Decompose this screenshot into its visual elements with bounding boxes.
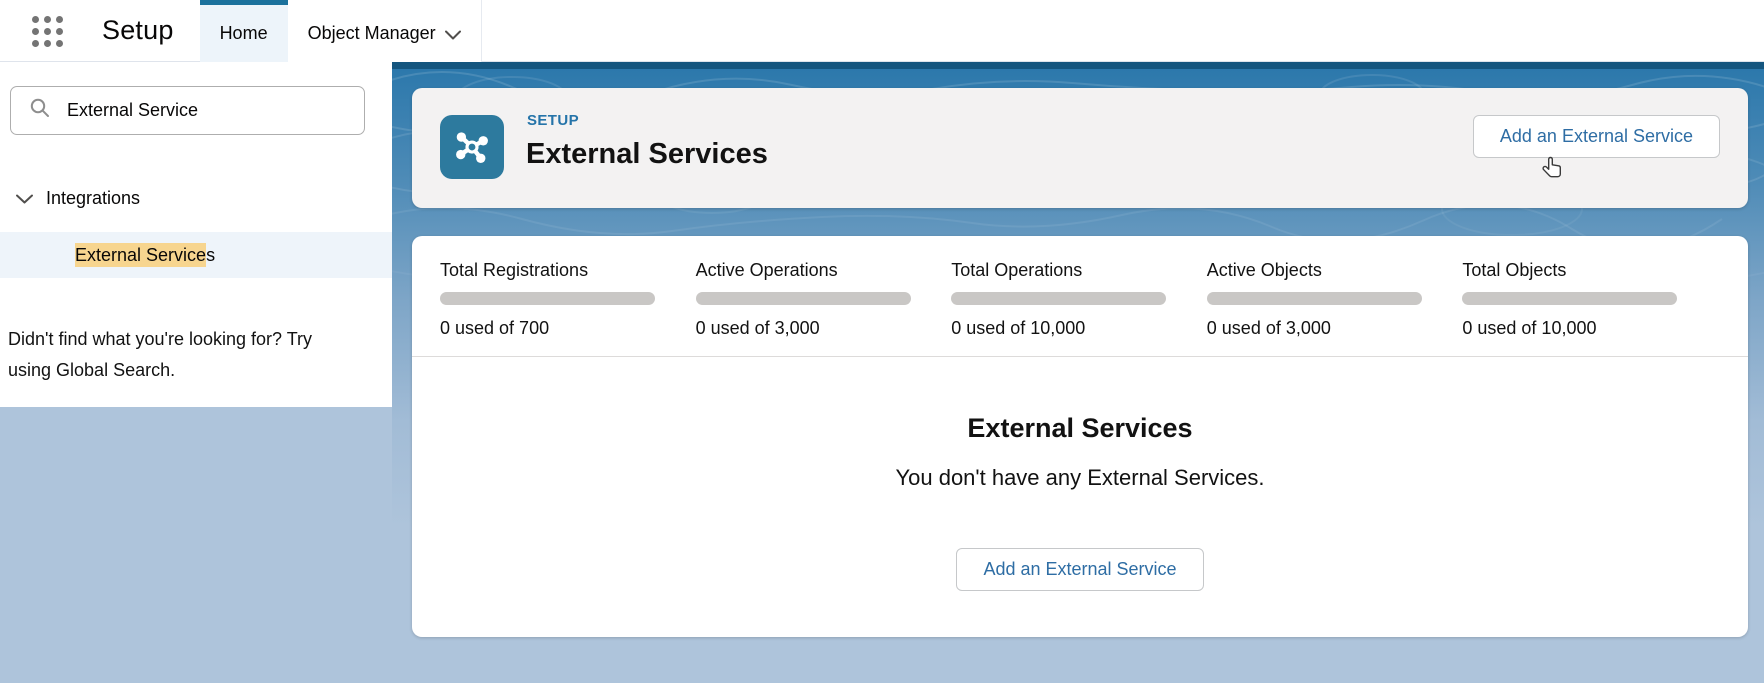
tab-separator <box>480 0 482 62</box>
stat-status: 0 used of 3,000 <box>1206 318 1331 338</box>
tab-object-manager-label: Object Manager <box>307 23 436 43</box>
external-services-icon <box>440 115 504 179</box>
sidebar-item-external-services[interactable]: External Services <box>0 232 392 278</box>
add-external-service-button[interactable]: Add an External Service <box>1472 115 1720 158</box>
sidebar-group-integrations[interactable]: Integrations <box>16 188 140 209</box>
setup-top-nav: Setup Home Object Manager <box>0 0 1764 62</box>
search-icon <box>29 97 51 124</box>
stat-active-objects: Active Objects 0 used of 3,000 <box>1206 260 1463 356</box>
tab-home[interactable]: Home <box>199 0 288 62</box>
chevron-down-icon <box>16 188 33 209</box>
progress-bar <box>440 292 655 305</box>
stat-label: Active Objects <box>1206 260 1322 280</box>
stat-status: 0 used of 10,000 <box>1462 318 1597 338</box>
sidebar-item-label: External Services <box>75 242 216 267</box>
nav-tabs: Home Object Manager <box>199 0 482 62</box>
progress-bar <box>1206 292 1422 305</box>
empty-state: External Services You don't have any Ext… <box>412 413 1748 591</box>
stat-label: Total Operations <box>951 260 1083 280</box>
empty-state-title: External Services <box>967 413 1193 443</box>
tab-object-manager[interactable]: Object Manager <box>287 0 481 62</box>
stat-label: Total Objects <box>1462 260 1567 280</box>
chevron-down-icon <box>444 24 461 45</box>
stat-total-operations: Total Operations 0 used of 10,000 <box>951 260 1207 356</box>
main-content-region: SETUP External Services Add an External … <box>392 62 1764 683</box>
usage-stats-row: Total Registrations 0 used of 700 Active… <box>412 236 1748 357</box>
stat-status: 0 used of 3,000 <box>695 318 820 338</box>
stat-total-objects: Total Objects 0 used of 10,000 <box>1462 260 1718 356</box>
stat-active-operations: Active Operations 0 used of 3,000 <box>695 260 952 356</box>
external-services-card: Total Registrations 0 used of 700 Active… <box>412 236 1748 637</box>
progress-bar <box>695 292 911 305</box>
add-external-service-button-empty[interactable]: Add an External Service <box>956 548 1204 591</box>
quick-find-box <box>10 86 365 135</box>
app-title: Setup <box>102 15 174 45</box>
page-header-card: SETUP External Services Add an External … <box>412 88 1748 208</box>
empty-state-message: You don't have any External Services. <box>895 465 1265 490</box>
progress-bar <box>1462 292 1678 305</box>
stat-total-registrations: Total Registrations 0 used of 700 <box>440 260 696 356</box>
sidebar-help-text: Didn't find what you're looking for? Try… <box>8 329 313 380</box>
app-launcher-icon[interactable] <box>32 16 64 48</box>
tab-home-label: Home <box>219 23 268 43</box>
stat-label: Total Registrations <box>440 260 589 280</box>
progress-bar <box>951 292 1167 305</box>
page-title: External Services <box>526 138 768 170</box>
setup-eyebrow: SETUP <box>527 112 580 129</box>
header-dark-band <box>392 62 1764 69</box>
search-match-highlight: External Service <box>75 242 207 267</box>
setup-sidebar: Integrations External Services Didn't fi… <box>0 62 392 407</box>
stat-status: 0 used of 10,000 <box>951 318 1086 338</box>
quick-find-input[interactable] <box>67 100 352 121</box>
stat-status: 0 used of 700 <box>440 318 550 338</box>
sidebar-group-label: Integrations <box>46 188 141 208</box>
stat-label: Active Operations <box>695 260 838 280</box>
